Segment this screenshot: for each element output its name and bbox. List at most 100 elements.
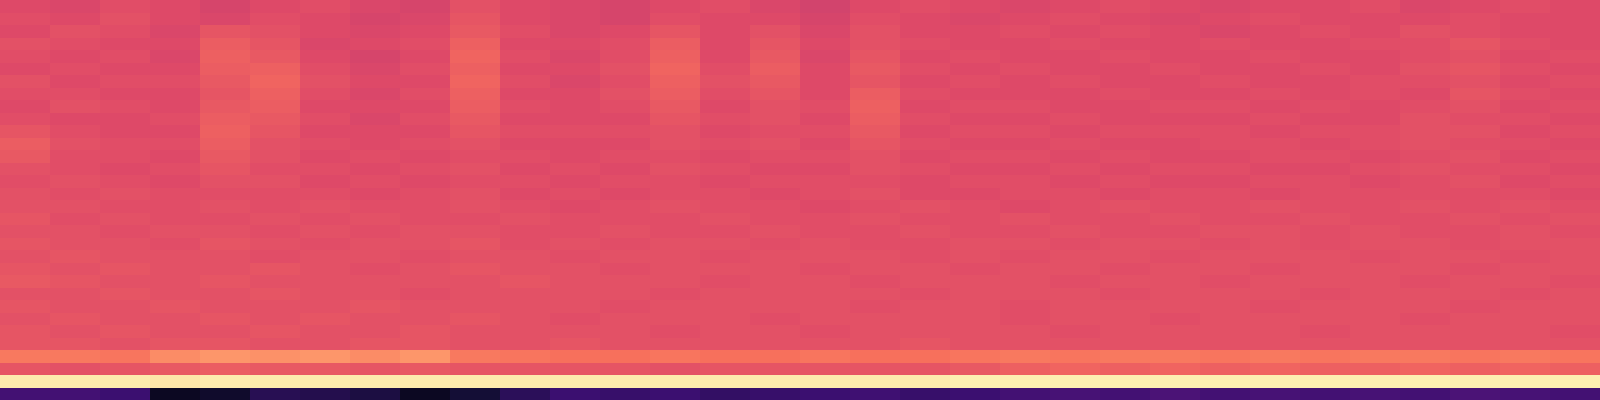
cell — [150, 313, 201, 326]
cell — [400, 13, 451, 26]
cell — [1250, 375, 1301, 388]
cell — [1350, 100, 1401, 113]
cell — [0, 250, 51, 263]
cell — [900, 138, 951, 151]
cell — [250, 325, 301, 338]
cell — [1500, 150, 1551, 163]
cell — [800, 125, 851, 138]
cell — [100, 175, 151, 188]
cell — [750, 300, 801, 313]
cell — [350, 250, 401, 263]
cell — [650, 275, 701, 288]
cell — [100, 138, 151, 151]
cell — [1050, 313, 1101, 326]
cell — [1200, 388, 1251, 400]
cell — [750, 88, 801, 101]
cell — [150, 188, 201, 201]
cell — [1350, 238, 1401, 251]
cell — [1550, 113, 1600, 126]
cell — [100, 238, 151, 251]
cell — [350, 225, 401, 238]
cell — [1550, 188, 1600, 201]
cell — [950, 288, 1001, 301]
cell — [1050, 75, 1101, 88]
cell — [100, 0, 151, 13]
cell — [650, 113, 701, 126]
cell — [250, 63, 301, 76]
cell — [250, 263, 301, 276]
cell — [1400, 150, 1451, 163]
cell — [1000, 350, 1051, 363]
cell — [1400, 275, 1451, 288]
cell — [1150, 263, 1201, 276]
cell — [1300, 275, 1351, 288]
cell — [1400, 250, 1451, 263]
cell — [50, 25, 101, 38]
cell — [750, 275, 801, 288]
cell — [400, 75, 451, 88]
cell — [750, 313, 801, 326]
cell — [1150, 388, 1201, 400]
cell — [950, 250, 1001, 263]
cell — [200, 300, 251, 313]
cell — [250, 363, 301, 376]
cell — [1150, 238, 1201, 251]
cell — [150, 338, 201, 351]
cell — [450, 363, 501, 376]
cell — [1050, 388, 1101, 400]
cell — [650, 213, 701, 226]
cell — [1350, 175, 1401, 188]
cell — [1300, 50, 1351, 63]
cell — [200, 375, 251, 388]
cell — [850, 100, 901, 113]
cell — [1150, 50, 1201, 63]
cell — [1250, 13, 1301, 26]
cell — [1050, 288, 1101, 301]
cell — [800, 75, 851, 88]
cell — [350, 0, 401, 13]
cell — [350, 263, 401, 276]
cell — [450, 163, 501, 176]
cell — [1150, 188, 1201, 201]
cell — [1100, 150, 1151, 163]
cell — [1550, 100, 1600, 113]
cell — [1500, 163, 1551, 176]
cell — [500, 325, 551, 338]
cell — [350, 88, 401, 101]
cell — [1400, 300, 1451, 313]
cell — [1300, 13, 1351, 26]
cell — [500, 213, 551, 226]
cell — [1300, 88, 1351, 101]
cell — [1300, 38, 1351, 51]
cell — [1000, 250, 1051, 263]
cell — [1550, 175, 1600, 188]
cell — [550, 75, 601, 88]
cell — [700, 63, 751, 76]
cell — [1150, 175, 1201, 188]
cell — [400, 338, 451, 351]
cell — [950, 125, 1001, 138]
cell — [1150, 225, 1201, 238]
cell — [1000, 100, 1051, 113]
cell — [0, 125, 51, 138]
cell — [1550, 388, 1600, 400]
cell — [200, 38, 251, 51]
cell — [150, 275, 201, 288]
cell — [650, 25, 701, 38]
cell — [700, 288, 751, 301]
cell — [1300, 375, 1351, 388]
cell — [1100, 63, 1151, 76]
cell — [250, 350, 301, 363]
cell — [600, 275, 651, 288]
cell — [250, 313, 301, 326]
cell — [1550, 38, 1600, 51]
cell — [100, 338, 151, 351]
cell — [300, 13, 351, 26]
cell — [1050, 50, 1101, 63]
cell — [800, 300, 851, 313]
cell — [1250, 325, 1301, 338]
cell — [850, 75, 901, 88]
cell — [350, 188, 401, 201]
cell — [700, 338, 751, 351]
cell — [1550, 25, 1600, 38]
